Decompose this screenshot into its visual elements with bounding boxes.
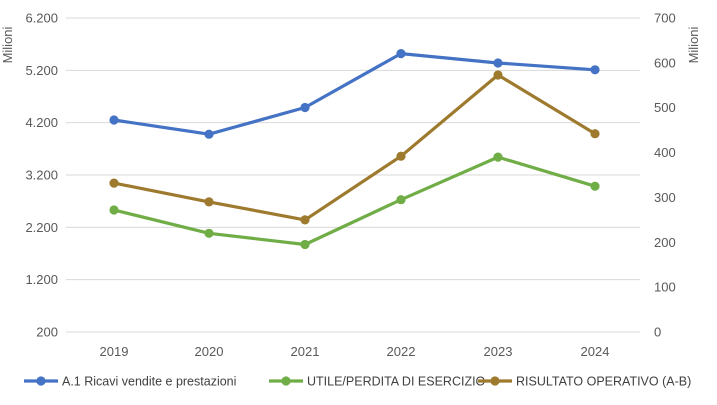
left-tick-label: 6.200 xyxy=(25,11,58,26)
x-tick-label: 2019 xyxy=(100,344,129,359)
series-line xyxy=(112,155,597,247)
data-point xyxy=(493,70,503,80)
left-tick-label: 3.200 xyxy=(25,168,58,183)
data-point xyxy=(590,129,600,139)
x-tick-label: 2022 xyxy=(387,344,416,359)
gridlines xyxy=(66,17,640,333)
data-point xyxy=(590,65,600,75)
left-tick-label: 2.200 xyxy=(25,220,58,235)
legend-label: UTILE/PERDITA DI ESERCIZIO xyxy=(307,375,486,389)
x-tick-label: 2020 xyxy=(195,344,224,359)
legend-swatch-marker xyxy=(490,376,500,386)
right-tick-label: 600 xyxy=(654,55,676,70)
legend-item: A.1 Ricavi vendite e prestazioni xyxy=(24,375,236,389)
data-point xyxy=(300,215,310,225)
data-point xyxy=(396,49,406,59)
data-point xyxy=(300,239,310,250)
data-point xyxy=(109,205,119,215)
data-point xyxy=(204,197,214,207)
data-point xyxy=(204,129,214,139)
left-axis-title: Milioni xyxy=(0,26,15,63)
data-point xyxy=(396,151,406,161)
right-tick-label: 500 xyxy=(654,100,676,115)
data-point xyxy=(493,58,503,68)
series-line xyxy=(112,51,597,136)
right-tick-label: 100 xyxy=(654,280,676,295)
right-tick-label: 0 xyxy=(654,325,661,340)
legend-item: RISULTATO OPERATIVO (A-B) xyxy=(478,375,691,389)
data-point xyxy=(493,152,503,162)
x-axis-ticks: 2019 2020 2021 2022 2023 2024 xyxy=(100,344,610,359)
legend-swatch-marker xyxy=(36,376,46,386)
right-tick-label: 300 xyxy=(654,190,676,205)
left-tick-label: 1.200 xyxy=(25,272,58,287)
x-tick-label: 2021 xyxy=(291,344,320,359)
series-layer xyxy=(109,49,600,250)
series-1 xyxy=(109,49,600,139)
data-point xyxy=(300,102,310,113)
data-point xyxy=(396,195,406,205)
right-tick-label: 400 xyxy=(654,145,676,160)
data-point xyxy=(204,228,214,238)
legend: A.1 Ricavi vendite e prestazioni UTILE/PE… xyxy=(24,375,691,389)
legend-label: A.1 Ricavi vendite e prestazioni xyxy=(62,375,236,389)
left-tick-label: 200 xyxy=(36,325,58,340)
legend-item: UTILE/PERDITA DI ESERCIZIO xyxy=(269,375,486,389)
right-tick-label: 200 xyxy=(654,235,676,250)
series-line xyxy=(112,73,597,222)
x-tick-label: 2024 xyxy=(581,344,610,359)
right-axis-title: Milioni xyxy=(686,26,701,63)
legend-swatch-marker xyxy=(281,376,291,386)
left-axis-ticks: 200 1.200 2.200 3.200 4.200 5.200 6.200 xyxy=(25,11,58,340)
data-point xyxy=(109,115,119,125)
series-3 xyxy=(109,70,600,225)
left-tick-label: 4.200 xyxy=(25,115,58,130)
series-2 xyxy=(109,152,600,250)
right-axis-ticks: 0 100 200 300 400 500 600 700 xyxy=(654,11,676,340)
data-point xyxy=(590,181,600,191)
x-tick-label: 2023 xyxy=(484,344,513,359)
left-tick-label: 5.200 xyxy=(25,63,58,78)
legend-label: RISULTATO OPERATIVO (A-B) xyxy=(516,375,691,389)
data-point xyxy=(109,178,119,188)
right-tick-label: 700 xyxy=(654,11,676,26)
